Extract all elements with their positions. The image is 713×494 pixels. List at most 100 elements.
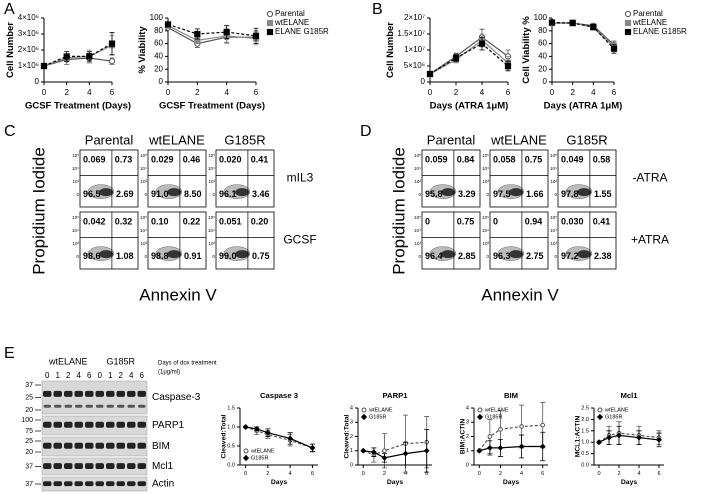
x-tick-label: 6 [311, 471, 314, 477]
band [74, 442, 83, 449]
flow-axis-tick: 10⁴ [72, 166, 79, 171]
flow-axis-tick: 10⁵ [140, 153, 147, 158]
band [127, 463, 136, 470]
x-tick-label: 6 [657, 471, 660, 477]
legend-marker [266, 19, 274, 27]
flow-axis-tick: 10³ [414, 241, 421, 246]
band [106, 442, 115, 449]
flow-axis-tick: 10⁴ [140, 228, 147, 233]
y-tick-label: 1.5 [227, 405, 235, 411]
chart-title: PARP1 [382, 391, 408, 400]
marker-size: 37 [25, 382, 33, 389]
y-tick-label: 100 [150, 13, 164, 22]
quadrant-value: 1.66 [526, 189, 544, 199]
x-tick-label: 6 [425, 471, 428, 477]
quadrant-value: 97.5 [493, 189, 511, 199]
x-tick-label: 4 [480, 88, 485, 97]
flow-axis-tick: 0 [76, 254, 79, 259]
flow-axis-tick: 10⁴ [550, 228, 557, 233]
band [74, 463, 83, 470]
band [116, 390, 125, 397]
flow-plot [557, 149, 617, 208]
lane-label: 1 [108, 371, 113, 380]
marker [452, 54, 460, 62]
flow-axis-tick: 10³ [414, 179, 421, 184]
cell-population [99, 250, 114, 259]
flow-axis-tick: 10⁴ [208, 228, 215, 233]
quadrant-value: 1.08 [116, 251, 134, 261]
quadrant-value: 0.20 [251, 216, 269, 226]
y-tick-label: 1 [466, 448, 469, 454]
blot-row-label: PARP1 [152, 420, 184, 431]
quadrant-value: 0.75 [252, 251, 270, 261]
legend-marker [597, 407, 603, 413]
flow-plot [79, 149, 139, 208]
flow-axis-tick: 10³ [140, 179, 147, 184]
quadrant-value: 91.0 [151, 189, 169, 199]
quadrant-value: 2.75 [526, 251, 544, 261]
x-tick-label: 6 [110, 88, 115, 97]
legend-label: G185R [605, 414, 622, 420]
y-tick-label: 2×10⁶ [18, 45, 39, 54]
x-tick-label: 4 [637, 471, 640, 477]
series-line [429, 39, 509, 75]
chart-title: Mcl1 [620, 391, 638, 400]
band [138, 404, 146, 408]
lane-label: 4 [129, 371, 134, 380]
y-tick-label: 3×10⁶ [18, 29, 39, 38]
band [95, 421, 104, 428]
quadrant-value: 0.32 [115, 216, 133, 226]
flow-axis-tick: 10³ [550, 241, 557, 246]
flow-axis-tick: 0 [486, 254, 489, 259]
x-axis-label: Days [503, 479, 519, 486]
legend-marker [243, 448, 249, 454]
column-header: Parental [85, 132, 134, 147]
flow-plot [215, 211, 275, 270]
quadrant-value: 95.8 [425, 189, 443, 199]
y-tick-label: 1×10⁷ [404, 45, 425, 54]
legend-label: wtELANE [250, 448, 275, 454]
marker-size: 20 [25, 449, 33, 456]
band [85, 463, 94, 470]
band [137, 390, 146, 397]
band [74, 481, 83, 487]
y-tick-label: 0.5 [227, 443, 235, 449]
flow-axis-tick: 10³ [482, 241, 489, 246]
legend-marker [624, 10, 632, 18]
quadrant-value: 0.029 [151, 154, 174, 164]
x-tick-label: 0 [42, 88, 47, 97]
panel-label: C [4, 123, 16, 140]
x-tick-label: 4 [404, 471, 407, 477]
band [53, 421, 62, 428]
y-tick-label: 1.0 [227, 424, 235, 430]
band [116, 481, 125, 487]
x-tick-label: 2 [383, 471, 386, 477]
x-tick-label: 2 [266, 471, 269, 477]
y-tick-label: 80 [154, 26, 163, 35]
x-tick-label: 6 [541, 471, 544, 477]
y-axis-label: Cell Viability % [521, 16, 532, 84]
blot-row-label: Actin [152, 479, 174, 490]
y-tick-label: 2 [466, 434, 469, 440]
quadrant-value: 0.042 [83, 216, 106, 226]
marker [539, 443, 546, 450]
marker [596, 439, 602, 446]
quadrant-value: 97.2 [561, 251, 579, 261]
panel-label: E [4, 345, 15, 362]
cell-population [509, 188, 524, 197]
flow-axis-tick: 10⁵ [414, 153, 421, 158]
legend-marker [477, 407, 483, 413]
marker [476, 447, 483, 454]
marker [656, 437, 662, 443]
quadrant-value: 0.46 [183, 154, 201, 164]
y-axis-label: Cell Number [5, 22, 16, 78]
legend-label: Parental [275, 9, 305, 18]
y-axis-label: Cell Number [385, 22, 396, 78]
x-axis-label: GCSF Treatment (Days) [25, 101, 131, 112]
band [64, 421, 73, 428]
marker [478, 40, 486, 47]
y-tick-label: 3 [350, 420, 353, 426]
quadrant-value: 0 [425, 216, 430, 226]
cell-population [235, 188, 250, 197]
cell-population [577, 250, 592, 259]
